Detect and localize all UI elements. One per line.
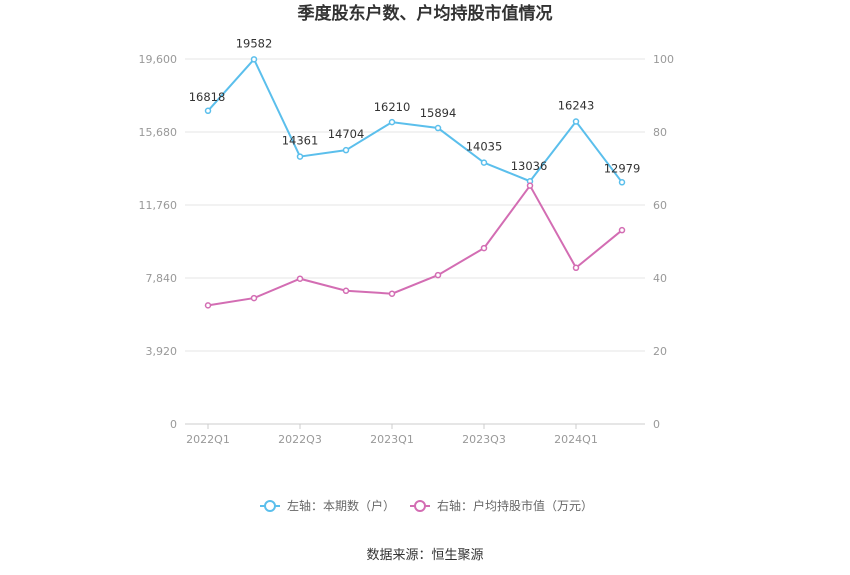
data-label: 15894 bbox=[420, 106, 457, 120]
data-point[interactable] bbox=[526, 182, 534, 189]
legend-label: 左轴：本期数（户） bbox=[287, 498, 395, 513]
data-point[interactable] bbox=[388, 290, 396, 297]
right-tick-label: 80 bbox=[653, 126, 667, 139]
data-point[interactable] bbox=[434, 124, 442, 132]
legend[interactable]: 左轴：本期数（户） 右轴：户均持股市值（万元） bbox=[260, 498, 593, 513]
data-point[interactable] bbox=[572, 264, 580, 272]
left-tick-label: 11,760 bbox=[139, 199, 178, 212]
series-layer bbox=[204, 56, 626, 309]
data-label: 16818 bbox=[189, 90, 226, 104]
x-tick-label: 2022Q3 bbox=[278, 433, 322, 446]
x-tick-label: 2022Q1 bbox=[186, 433, 230, 446]
data-point[interactable] bbox=[572, 118, 580, 125]
data-point[interactable] bbox=[618, 179, 626, 186]
source-note: 数据来源：恒生聚源 bbox=[366, 548, 483, 563]
data-point[interactable] bbox=[204, 107, 212, 115]
left-tick-label: 7,840 bbox=[146, 272, 178, 285]
data-point[interactable] bbox=[480, 244, 488, 252]
legend-item[interactable]: 左轴：本期数（户） bbox=[260, 498, 395, 513]
right-axis-ticks: 0 20 40 60 80 100 bbox=[653, 53, 674, 431]
data-point[interactable] bbox=[296, 275, 304, 282]
x-tick-label: 2024Q1 bbox=[554, 433, 598, 446]
x-axis-ticks: 2022Q1 2022Q3 2023Q1 2023Q3 2024Q1 bbox=[186, 424, 598, 446]
legend-item[interactable]: 右轴：户均持股市值（万元） bbox=[410, 498, 593, 513]
data-label: 16243 bbox=[558, 99, 595, 113]
left-tick-label: 0 bbox=[170, 418, 177, 431]
data-label: 13036 bbox=[511, 159, 548, 173]
data-label: 14035 bbox=[466, 140, 503, 154]
data-point[interactable] bbox=[480, 159, 488, 166]
right-tick-label: 100 bbox=[653, 53, 674, 66]
data-point[interactable] bbox=[388, 118, 396, 126]
right-tick-label: 20 bbox=[653, 345, 667, 358]
right-tick-label: 60 bbox=[653, 199, 667, 212]
series-line-holders bbox=[207, 57, 623, 183]
legend-marker bbox=[414, 500, 426, 512]
data-point[interactable] bbox=[250, 56, 258, 63]
data-label: 19582 bbox=[236, 36, 273, 50]
data-point[interactable] bbox=[204, 302, 212, 309]
data-point[interactable] bbox=[618, 226, 626, 234]
data-label: 14361 bbox=[282, 134, 319, 148]
legend-label: 右轴：户均持股市值（万元） bbox=[437, 498, 593, 513]
data-point[interactable] bbox=[342, 287, 350, 295]
data-label: 14704 bbox=[328, 127, 365, 141]
data-point[interactable] bbox=[434, 271, 442, 279]
data-label: 12979 bbox=[604, 161, 641, 175]
chart-title: 季度股东户数、户均持股市值情况 bbox=[298, 3, 553, 24]
data-point[interactable] bbox=[296, 153, 304, 160]
data-point[interactable] bbox=[342, 146, 350, 154]
data-label: 16210 bbox=[374, 100, 411, 114]
data-labels: 16818 19582 14361 14704 16210 15894 14035 13036… bbox=[189, 36, 641, 175]
x-tick-label: 2023Q3 bbox=[462, 433, 506, 446]
left-tick-label: 15,680 bbox=[139, 126, 178, 139]
left-tick-label: 3,920 bbox=[146, 345, 178, 358]
right-tick-label: 40 bbox=[653, 272, 667, 285]
grid-lines bbox=[185, 58, 645, 425]
left-tick-label: 19,600 bbox=[139, 53, 178, 66]
series-line-avg-value bbox=[207, 183, 623, 307]
left-axis-ticks: 0 3,920 7,840 11,760 15,680 19,600 bbox=[139, 53, 178, 431]
x-tick-label: 2023Q1 bbox=[370, 433, 414, 446]
data-point[interactable] bbox=[250, 294, 258, 302]
right-tick-label: 0 bbox=[653, 418, 660, 431]
legend-marker bbox=[264, 500, 276, 512]
